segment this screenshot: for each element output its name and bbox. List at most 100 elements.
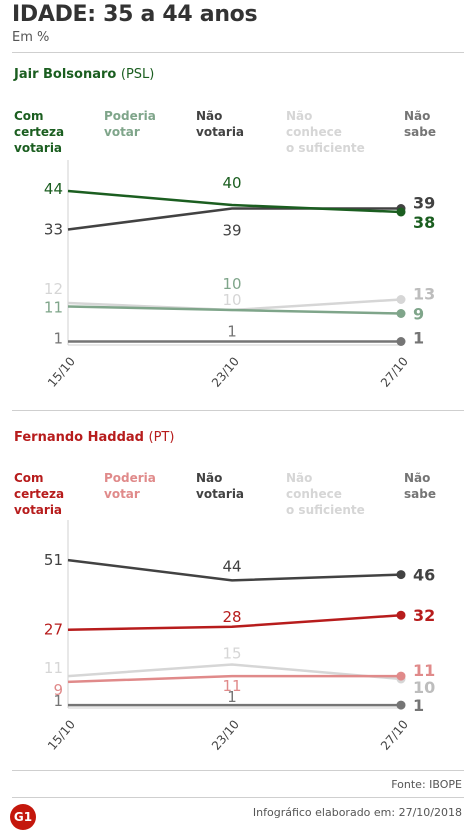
- legend-item-nao-votaria: Não votaria: [196, 108, 244, 140]
- divider: [12, 410, 464, 411]
- credit-note: Infográfico elaborado em: 27/10/2018: [252, 806, 462, 819]
- data-label: 44: [44, 180, 63, 198]
- x-tick-label: 15/10: [45, 354, 78, 389]
- legend-item-nao-sabe: Não sabe: [404, 108, 436, 140]
- data-label: 12: [44, 280, 63, 298]
- data-label: 1: [53, 330, 63, 348]
- legend-label: votaria: [196, 487, 245, 501]
- series-line-nao-conhece: [67, 663, 402, 681]
- divider: [12, 797, 464, 798]
- legend-item-nao-sabe: Não sabe: [404, 470, 436, 502]
- legend-label: Com: [14, 109, 44, 123]
- legend-item-nao-votaria: Não votaria: [196, 470, 244, 502]
- data-label: 32: [413, 606, 435, 625]
- page-title: IDADE: 35 a 44 anos: [12, 2, 258, 27]
- data-label: 11: [44, 299, 63, 317]
- data-label: 51: [44, 551, 63, 569]
- x-tick-label: 23/10: [209, 354, 242, 389]
- data-label: 38: [413, 213, 435, 232]
- data-label: 39: [222, 222, 241, 240]
- data-label: 11: [222, 677, 241, 695]
- legend-item-nao-conhece: Não conhece o suficiente: [286, 108, 365, 156]
- data-label: 1: [413, 696, 424, 715]
- data-label: 27: [44, 621, 63, 639]
- series-line-poderia: [67, 305, 402, 315]
- data-label: 10: [413, 678, 435, 697]
- legend-label: Poderia: [104, 109, 156, 123]
- legend-item-poderia: Poderia votar: [104, 108, 156, 140]
- legend-label: sabe: [404, 487, 436, 501]
- data-label: 11: [413, 661, 435, 680]
- legend-label: conhece: [286, 125, 342, 139]
- data-label: 1: [227, 323, 237, 341]
- series-endpoint-nao-sabe: [396, 337, 406, 346]
- legend-label: Não: [286, 109, 313, 123]
- x-tick-label: 23/10: [209, 717, 242, 752]
- data-label: 9: [53, 681, 63, 699]
- legend-label: Com: [14, 471, 44, 485]
- data-label: 13: [413, 285, 435, 304]
- source-note: Fonte: IBOPE: [391, 778, 462, 791]
- legend-label: Poderia: [104, 471, 156, 485]
- data-label: 44: [222, 557, 241, 575]
- legend-item-poderia: Poderia votar: [104, 470, 156, 502]
- series-line-nao-votaria: [67, 558, 402, 582]
- x-tick-label: 27/10: [378, 354, 411, 389]
- legend-label: Não: [196, 109, 223, 123]
- candidate-party: (PT): [148, 430, 175, 445]
- series-line-com-certeza: [67, 189, 402, 214]
- series-line-poderia: [67, 674, 401, 684]
- legend-label: certeza: [14, 487, 65, 501]
- data-label: 28: [222, 608, 241, 626]
- data-label: 40: [222, 174, 241, 192]
- legend-item-com-certeza: Com certeza votaria: [14, 108, 64, 156]
- legend-label: Não: [286, 471, 313, 485]
- legend-label: Não: [196, 471, 223, 485]
- legend-label: o suficiente: [286, 503, 365, 517]
- series-endpoint-poderia: [396, 309, 406, 318]
- candidate-party: (PSL): [120, 67, 155, 82]
- legend-label: votar: [104, 125, 140, 139]
- candidate-title-bolsonaro: Jair Bolsonaro (PSL): [14, 67, 154, 82]
- legend-label: Não: [404, 471, 431, 485]
- x-tick-label: 27/10: [378, 717, 411, 752]
- candidate-title-haddad: Fernando Haddad (PT): [14, 430, 174, 445]
- divider: [12, 52, 464, 53]
- x-tick-label: 15/10: [45, 717, 78, 752]
- legend-label: votaria: [14, 141, 63, 155]
- legend-item-com-certeza: Com certeza votaria: [14, 470, 64, 518]
- data-label: 10: [222, 291, 241, 309]
- legend-label: votar: [104, 487, 140, 501]
- data-label: 9: [413, 305, 424, 324]
- legend-label: votaria: [196, 125, 245, 139]
- data-label: 33: [44, 221, 63, 239]
- g1-logo: G1: [10, 804, 36, 830]
- data-label: 46: [413, 566, 435, 585]
- divider: [12, 770, 464, 771]
- data-label: 1: [53, 692, 63, 710]
- data-label: 1: [227, 688, 237, 706]
- series-endpoint-nao-votaria: [396, 570, 406, 580]
- series-endpoint-com-certeza: [396, 207, 406, 217]
- data-label: 39: [413, 194, 435, 213]
- legend-label: Não: [404, 109, 431, 123]
- legend-label: sabe: [404, 125, 436, 139]
- data-label: 1: [413, 329, 424, 348]
- series-endpoint-poderia: [396, 671, 406, 681]
- data-label: 15: [222, 645, 241, 663]
- legend-item-nao-conhece: Não conhece o suficiente: [286, 470, 365, 518]
- series-line-com-certeza: [67, 613, 402, 631]
- series-endpoint-nao-sabe: [396, 700, 406, 710]
- series-endpoint-nao-conhece: [396, 295, 406, 304]
- series-endpoint-com-certeza: [396, 610, 406, 620]
- legend-label: o suficiente: [286, 141, 365, 155]
- data-label: 10: [222, 275, 241, 293]
- candidate-name: Jair Bolsonaro: [14, 67, 117, 82]
- legend-label: conhece: [286, 487, 342, 501]
- data-label: 11: [44, 659, 63, 677]
- legend-label: certeza: [14, 125, 65, 139]
- page-subtitle: Em %: [12, 30, 50, 45]
- candidate-name: Fernando Haddad: [14, 430, 144, 445]
